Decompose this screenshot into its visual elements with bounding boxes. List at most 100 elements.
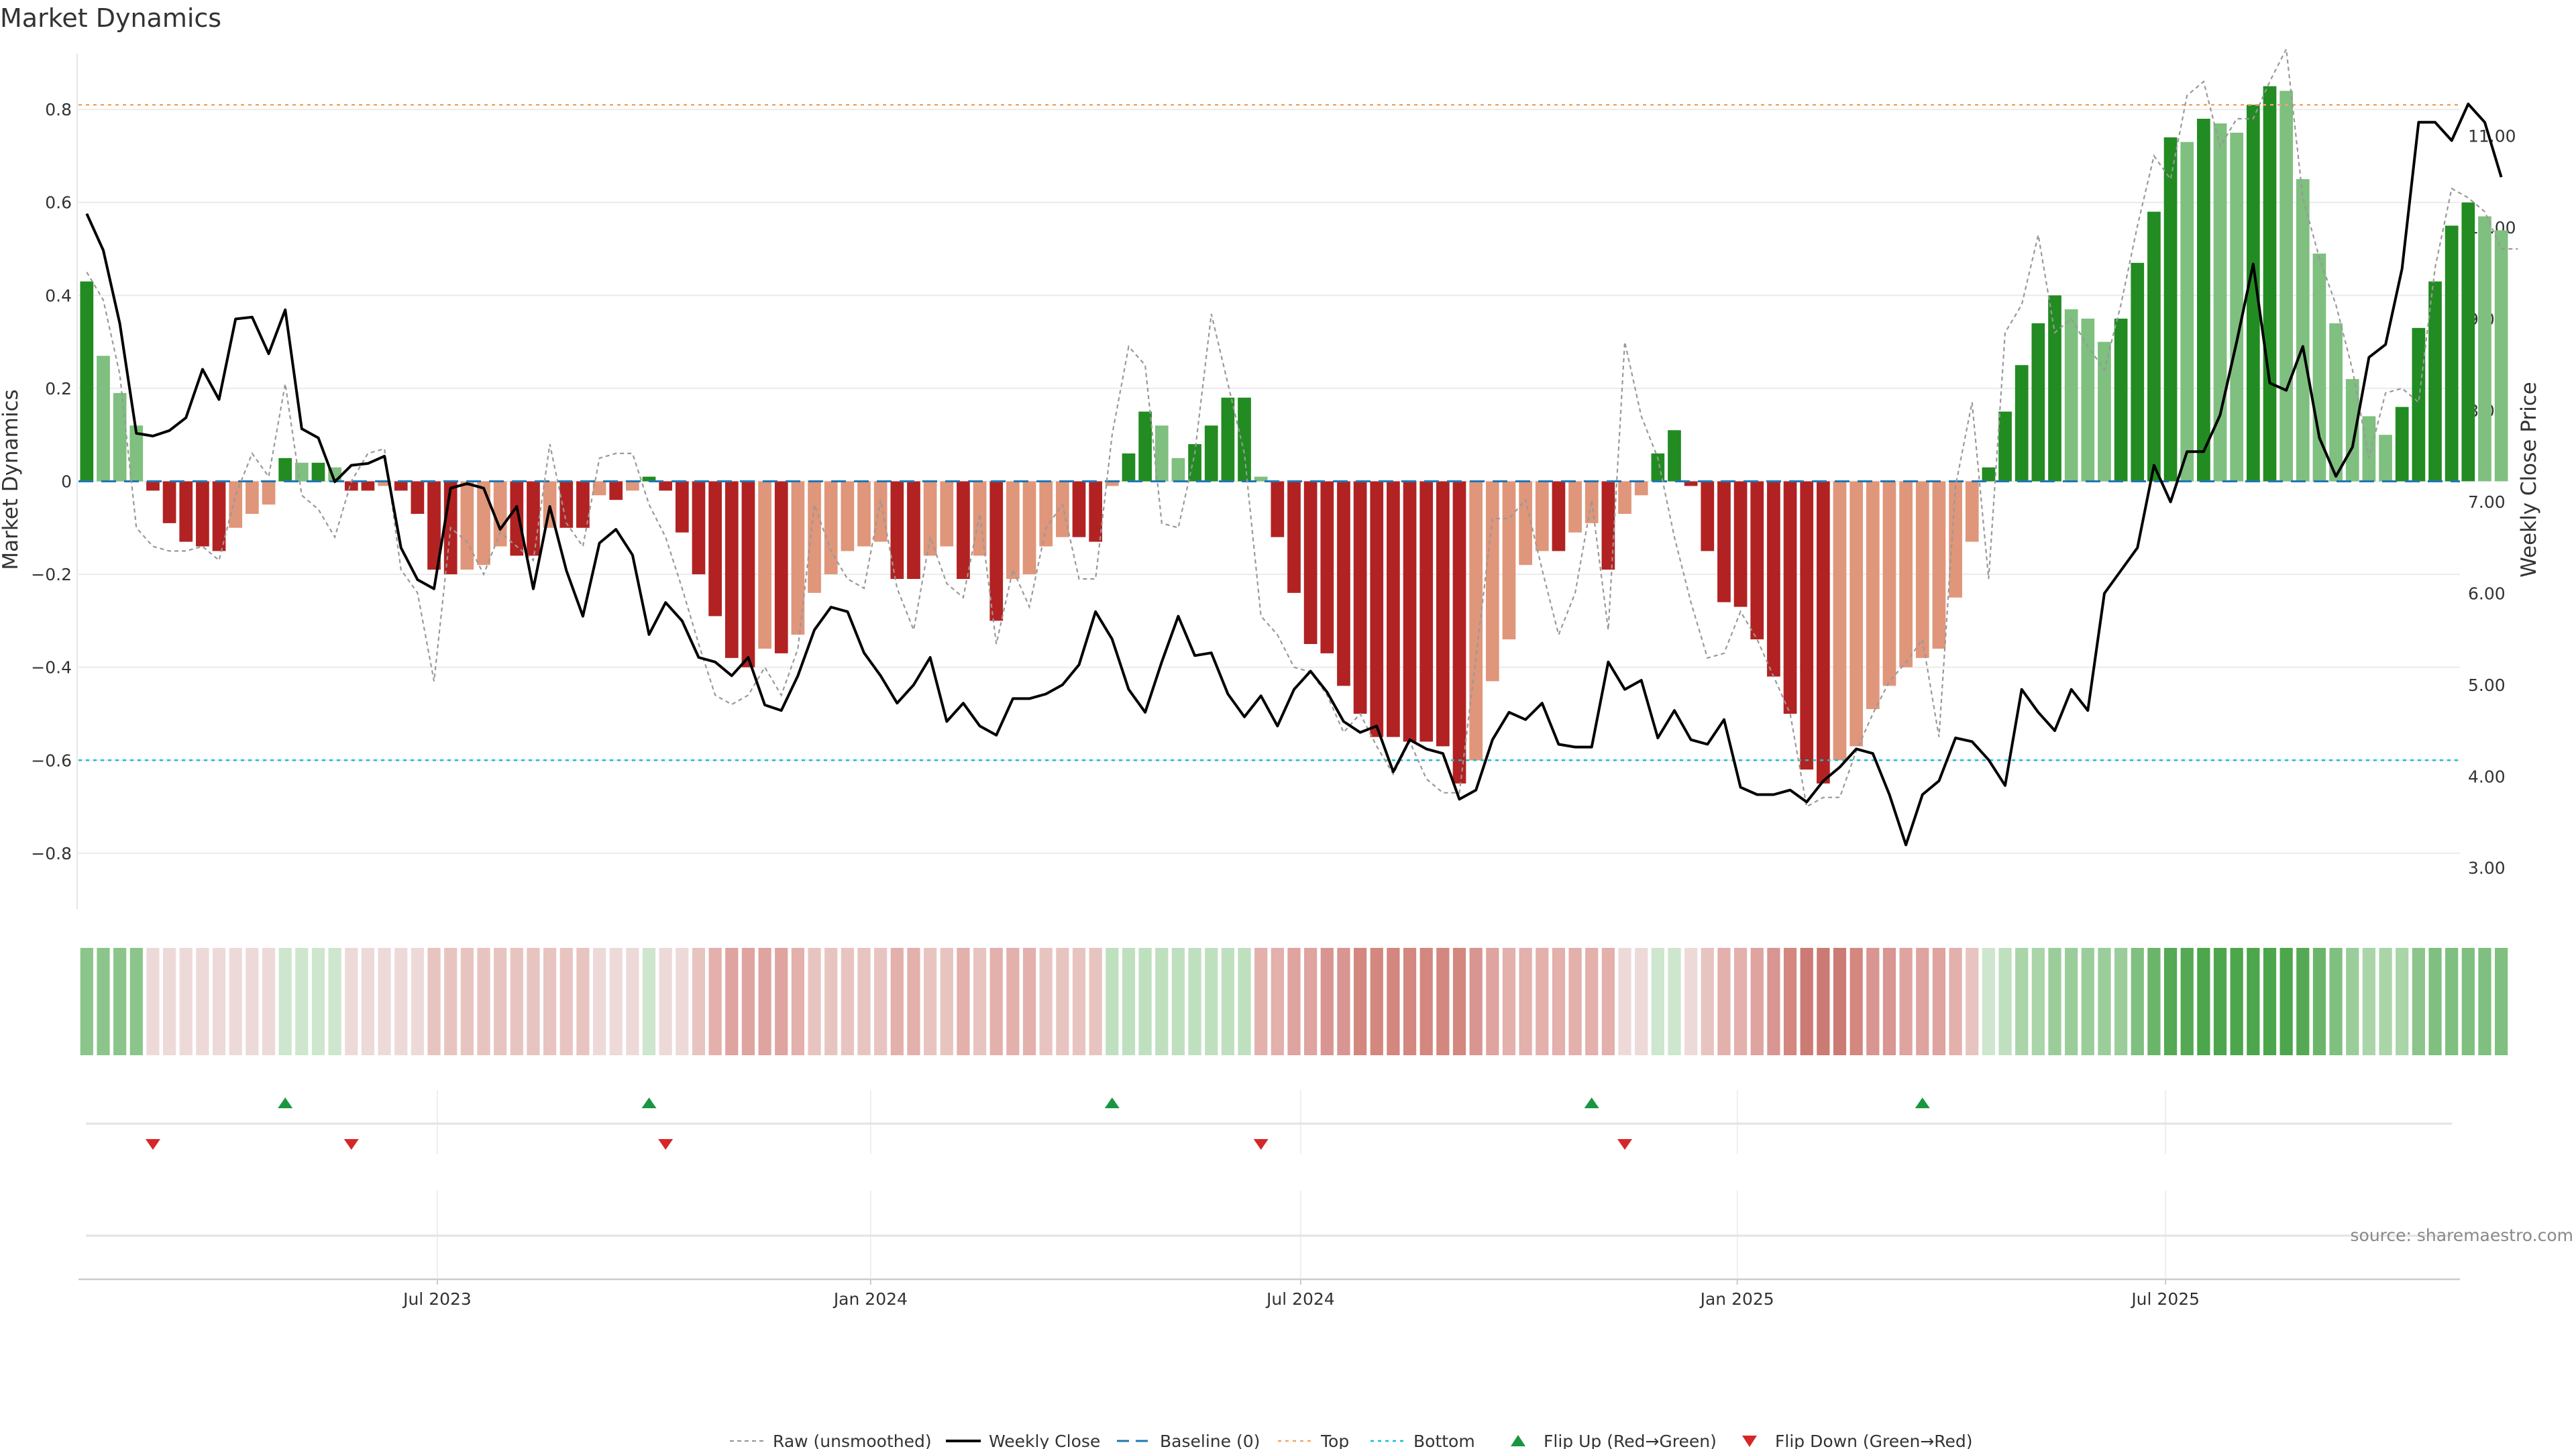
momentum-bar <box>1006 481 1020 580</box>
legend-label: Flip Up (Red→Green) <box>1544 1432 1717 1449</box>
heatmap-cell <box>2180 948 2194 1055</box>
momentum-bar <box>1519 481 1532 566</box>
momentum-bar <box>592 481 606 496</box>
momentum-bar <box>1634 481 1648 496</box>
momentum-bar <box>129 425 144 482</box>
heatmap-cell <box>808 948 821 1055</box>
momentum-bar <box>1204 425 1218 482</box>
heatmap-cell <box>676 948 689 1055</box>
momentum-bar <box>857 481 871 547</box>
momentum-bar <box>294 462 309 482</box>
heatmap-cell <box>626 948 639 1055</box>
heatmap-cell <box>1668 948 1681 1055</box>
heatmap-cell <box>857 948 871 1055</box>
heatmap-cell <box>2230 948 2243 1055</box>
momentum-bar <box>1238 397 1251 482</box>
momentum-bar <box>1485 481 1499 682</box>
momentum-bar <box>229 481 243 528</box>
heatmap-strip <box>80 948 2508 1055</box>
momentum-bar <box>311 462 325 482</box>
heatmap-cell <box>2428 948 2442 1055</box>
heatmap-cell <box>1552 948 1566 1055</box>
momentum-bar <box>2263 86 2277 482</box>
heatmap-cell <box>1618 948 1631 1055</box>
momentum-bar <box>1022 481 1036 575</box>
heatmap-cell <box>1287 948 1301 1055</box>
momentum-bar <box>957 481 970 580</box>
heatmap-cell <box>1056 948 1069 1055</box>
heatmap-cell <box>775 948 788 1055</box>
heatmap-cell <box>1949 948 1962 1055</box>
legend: Raw (unsmoothed) Weekly Close Baseline (0)… <box>730 1432 1973 1449</box>
heatmap-cell <box>1419 948 1433 1055</box>
momentum-bar <box>1188 444 1201 482</box>
momentum-bar <box>2131 262 2145 482</box>
momentum-bar <box>460 481 474 570</box>
legend-label: Top <box>1320 1432 1349 1449</box>
momentum-bar <box>1370 481 1384 737</box>
heatmap-cell <box>2098 948 2111 1055</box>
momentum-bar <box>2114 318 2128 482</box>
heatmap-cell <box>113 948 127 1055</box>
heatmap-cell <box>1387 948 1400 1055</box>
heatmap-cell <box>97 948 110 1055</box>
momentum-bar <box>609 481 623 500</box>
heatmap-cell <box>1998 948 2012 1055</box>
heatmap-cell <box>559 948 573 1055</box>
momentum-bar <box>1403 481 1417 742</box>
momentum-bar <box>2345 379 2359 482</box>
momentum-bar <box>477 481 490 566</box>
heatmap-cell <box>1601 948 1615 1055</box>
heatmap-cell <box>494 948 507 1055</box>
legend-label: Bottom <box>1413 1432 1475 1449</box>
heatmap-cell <box>642 948 656 1055</box>
momentum-bar <box>1717 481 1731 602</box>
heatmap-cell <box>1568 948 1582 1055</box>
momentum-bar <box>576 481 590 528</box>
y2-tick-label: 6.00 <box>2468 584 2506 604</box>
heatmap-cell <box>2362 948 2376 1055</box>
heatmap-cell <box>940 948 953 1055</box>
x-tick-label: Jan 2024 <box>833 1289 908 1309</box>
momentum-bar <box>80 281 94 482</box>
momentum-bar <box>1469 481 1483 761</box>
momentum-bar <box>2163 137 2178 482</box>
momentum-bar <box>559 481 574 528</box>
heatmap-cell <box>196 948 209 1055</box>
momentum-bar <box>1535 481 1549 551</box>
heatmap-cell <box>1006 948 1020 1055</box>
heatmap-cell <box>311 948 325 1055</box>
momentum-bar <box>1072 481 1086 537</box>
heatmap-cell <box>1089 948 1102 1055</box>
x-axis: Jul 2023 Jan 2024 Jul 2024 Jan 2025 Jul 2025 <box>78 1278 2460 1309</box>
heatmap-cell <box>527 948 540 1055</box>
heatmap-cell <box>1436 948 1450 1055</box>
momentum-bar <box>1568 481 1582 533</box>
heatmap-cell <box>129 948 143 1055</box>
momentum-bar <box>1055 481 1069 537</box>
momentum-bar <box>2031 323 2045 482</box>
momentum-bar <box>196 481 209 547</box>
momentum-bar <box>989 481 1004 621</box>
y2-tick-label: 7.00 <box>2468 492 2506 512</box>
momentum-bar <box>113 392 127 482</box>
momentum-bar <box>2362 416 2376 482</box>
heatmap-cell <box>460 948 474 1055</box>
momentum-bar <box>179 481 193 542</box>
momentum-bar <box>692 481 706 575</box>
heatmap-cell <box>1188 948 1201 1055</box>
momentum-bar <box>2230 132 2244 482</box>
heatmap-cell <box>1783 948 1797 1055</box>
heatmap-cell <box>2329 948 2343 1055</box>
momentum-bar <box>1733 481 1748 607</box>
heatmap-cell <box>543 948 557 1055</box>
heatmap-cell <box>1171 948 1185 1055</box>
momentum-bar <box>427 481 441 570</box>
heatmap-cell <box>973 948 987 1055</box>
y2-tick-label: 3.00 <box>2468 859 2506 878</box>
heatmap-cell <box>80 948 93 1055</box>
heatmap-cell <box>1039 948 1053 1055</box>
heatmap-cell <box>1469 948 1483 1055</box>
heatmap-cell <box>957 948 970 1055</box>
heatmap-cell <box>592 948 606 1055</box>
